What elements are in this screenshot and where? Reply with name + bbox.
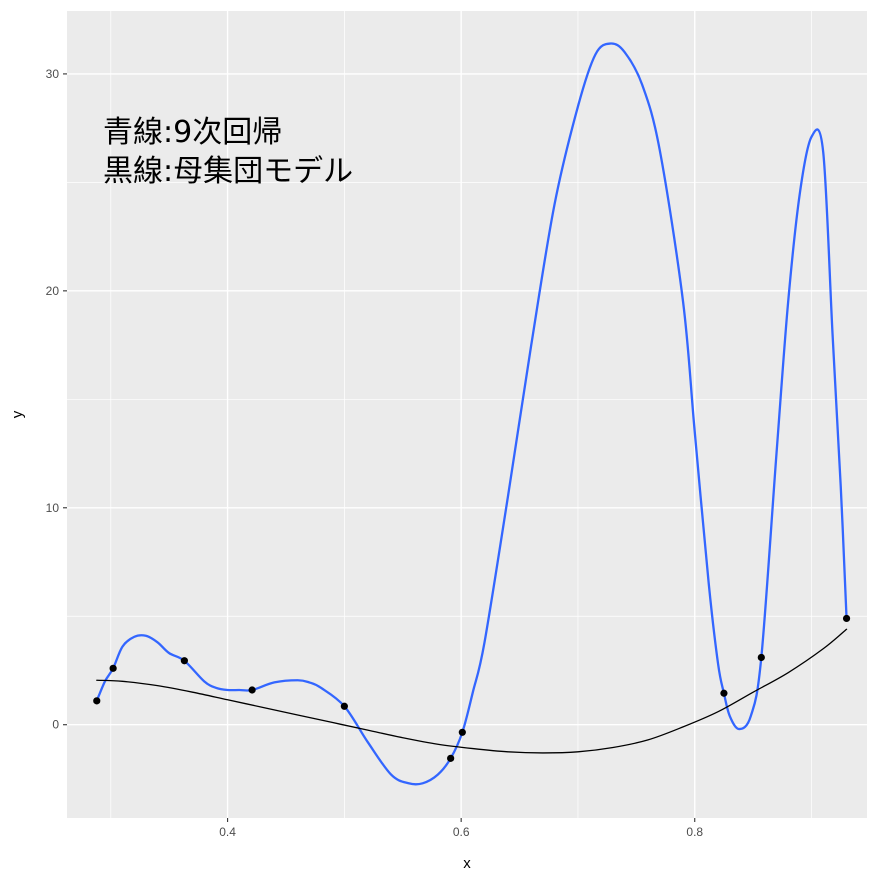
data-point [720, 689, 728, 697]
data-point [447, 754, 455, 762]
annotation-blue-line: 青線:9次回帰 [103, 115, 282, 150]
annotation-black-line: 黒線:母集団モデル [103, 154, 353, 189]
data-point [757, 653, 765, 662]
data-point [109, 664, 117, 672]
data-point [248, 686, 256, 694]
y-tick-label: 10 [46, 501, 60, 515]
data-point [458, 728, 466, 736]
minor-gridlines [67, 11, 867, 818]
x-tick-label: 0.6 [453, 825, 470, 839]
data-point [93, 697, 101, 705]
y-tick-label: 30 [46, 67, 60, 81]
x-axis-title: x [463, 855, 471, 872]
axis-ticks [63, 73, 696, 822]
x-tick-labels: 0.4 0.6 0.8 [219, 825, 703, 839]
data-point [842, 614, 851, 623]
major-gridlines [67, 11, 867, 818]
population-model-line [96, 628, 848, 754]
degree9-regression-line [95, 42, 848, 786]
plot-panel [67, 11, 867, 818]
y-tick-label: 20 [46, 284, 60, 298]
x-tick-label: 0.8 [686, 825, 703, 839]
x-tick-label: 0.4 [219, 825, 236, 839]
data-point [180, 657, 188, 665]
points-layer [93, 614, 851, 762]
series-layer [95, 42, 848, 786]
data-point [340, 702, 348, 710]
y-tick-labels: 0 10 20 30 [46, 67, 60, 732]
y-tick-label: 0 [52, 718, 59, 732]
y-axis-title: y [9, 410, 26, 418]
